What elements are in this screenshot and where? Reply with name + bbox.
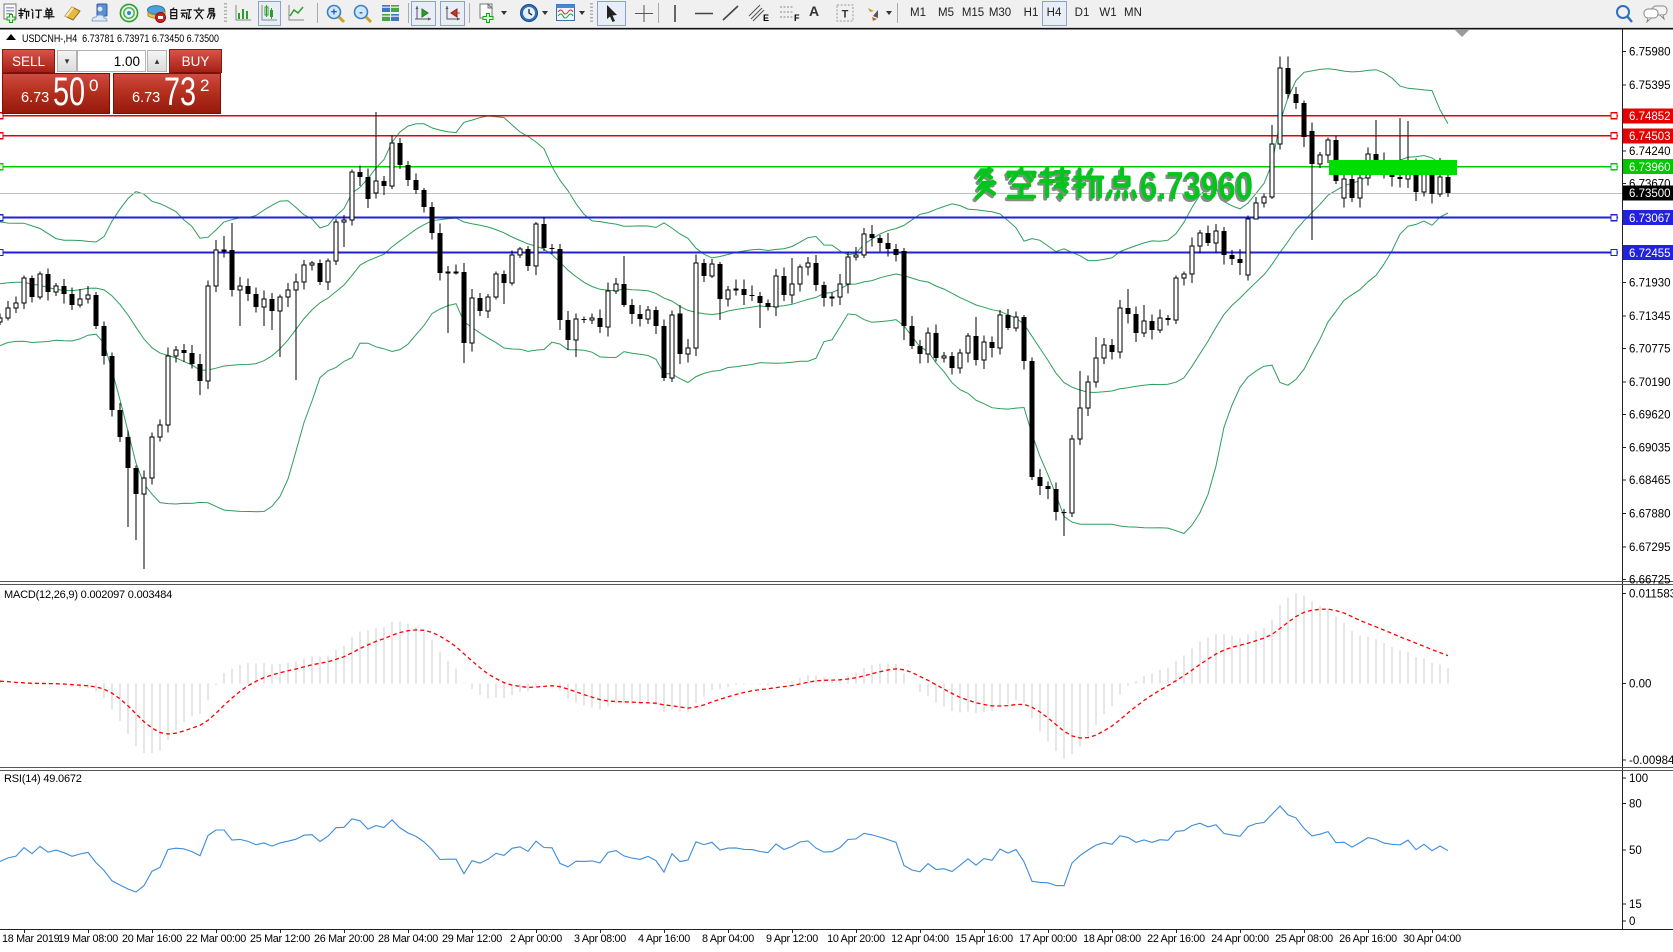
- svg-text:MACD(12,26,9) 0.002097 0.00348: MACD(12,26,9) 0.002097 0.003484: [4, 589, 172, 601]
- svg-text:0.011583: 0.011583: [1629, 589, 1673, 601]
- svg-text:19 Mar 08:00: 19 Mar 08:00: [58, 933, 118, 945]
- svg-text:6.68465: 6.68465: [1629, 475, 1671, 487]
- svg-text:6.73067: 6.73067: [1629, 213, 1671, 225]
- svg-text:6.67880: 6.67880: [1629, 509, 1671, 521]
- svg-text:6.74852: 6.74852: [1629, 111, 1671, 123]
- svg-text:6.71930: 6.71930: [1629, 278, 1671, 290]
- svg-text:6.67295: 6.67295: [1629, 542, 1671, 554]
- svg-text:6.69620: 6.69620: [1629, 409, 1671, 421]
- svg-text:9 Apr 12:00: 9 Apr 12:00: [766, 933, 818, 945]
- svg-text:22 Apr 16:00: 22 Apr 16:00: [1147, 933, 1205, 945]
- svg-text:18 Mar 2019: 18 Mar 2019: [2, 933, 60, 945]
- svg-text:26 Mar 20:00: 26 Mar 20:00: [314, 933, 374, 945]
- svg-text:50: 50: [1629, 845, 1642, 857]
- svg-text:10 Apr 20:00: 10 Apr 20:00: [827, 933, 885, 945]
- svg-text:6.75395: 6.75395: [1629, 80, 1671, 92]
- svg-text:100: 100: [1629, 773, 1648, 785]
- svg-text:6.70190: 6.70190: [1629, 377, 1671, 389]
- svg-text:6.74503: 6.74503: [1629, 131, 1671, 143]
- svg-text:4 Apr 16:00: 4 Apr 16:00: [638, 933, 690, 945]
- svg-text:6.72455: 6.72455: [1629, 248, 1671, 260]
- svg-text:+: +: [331, 7, 337, 19]
- svg-text:6.70775: 6.70775: [1629, 343, 1671, 355]
- svg-text:12 Apr 04:00: 12 Apr 04:00: [891, 933, 949, 945]
- svg-text:6.74240: 6.74240: [1629, 146, 1671, 158]
- svg-text:T: T: [842, 9, 849, 21]
- svg-text:26 Apr 16:00: 26 Apr 16:00: [1339, 933, 1397, 945]
- svg-text:30 Apr 04:00: 30 Apr 04:00: [1403, 933, 1461, 945]
- svg-text:80: 80: [1629, 799, 1642, 811]
- svg-text:22 Mar 00:00: 22 Mar 00:00: [186, 933, 246, 945]
- svg-text:15 Apr 16:00: 15 Apr 16:00: [955, 933, 1013, 945]
- svg-text:6.66725: 6.66725: [1629, 575, 1671, 587]
- svg-text:17 Apr 00:00: 17 Apr 00:00: [1019, 933, 1077, 945]
- svg-text:USDCNH-,H4 6.73781 6.73971 6.: USDCNH-,H4 6.73781 6.73971 6.73450 6.735…: [22, 33, 219, 45]
- svg-text:-: -: [359, 7, 363, 19]
- svg-text:24 Apr 00:00: 24 Apr 00:00: [1211, 933, 1269, 945]
- svg-text:0.00: 0.00: [1629, 679, 1651, 691]
- svg-text:20 Mar 16:00: 20 Mar 16:00: [122, 933, 182, 945]
- svg-text:15: 15: [1629, 899, 1642, 911]
- svg-text:28 Mar 04:00: 28 Mar 04:00: [378, 933, 438, 945]
- svg-text:F: F: [794, 13, 800, 23]
- svg-text:3 Apr 08:00: 3 Apr 08:00: [574, 933, 626, 945]
- svg-text:RSI(14) 49.0672: RSI(14) 49.0672: [4, 773, 82, 785]
- svg-text:6.71345: 6.71345: [1629, 311, 1671, 323]
- svg-text:6.73960: 6.73960: [1140, 165, 1253, 208]
- svg-text:6.69035: 6.69035: [1629, 443, 1671, 455]
- svg-text:6.75980: 6.75980: [1629, 47, 1671, 59]
- svg-text:25 Mar 12:00: 25 Mar 12:00: [250, 933, 310, 945]
- svg-text:6.73960: 6.73960: [1629, 162, 1671, 174]
- svg-text:0: 0: [1629, 916, 1635, 928]
- svg-text:18 Apr 08:00: 18 Apr 08:00: [1083, 933, 1141, 945]
- svg-text:25 Apr 08:00: 25 Apr 08:00: [1275, 933, 1333, 945]
- svg-text:6.73500: 6.73500: [1629, 188, 1671, 200]
- svg-text:8 Apr 04:00: 8 Apr 04:00: [702, 933, 754, 945]
- svg-text:6.73960: 6.73960: [1138, 168, 1251, 211]
- svg-text:2 Apr 00:00: 2 Apr 00:00: [510, 933, 562, 945]
- svg-text:-0.009845: -0.009845: [1629, 755, 1673, 767]
- svg-text:29 Mar 12:00: 29 Mar 12:00: [442, 933, 502, 945]
- svg-text:E: E: [763, 13, 769, 23]
